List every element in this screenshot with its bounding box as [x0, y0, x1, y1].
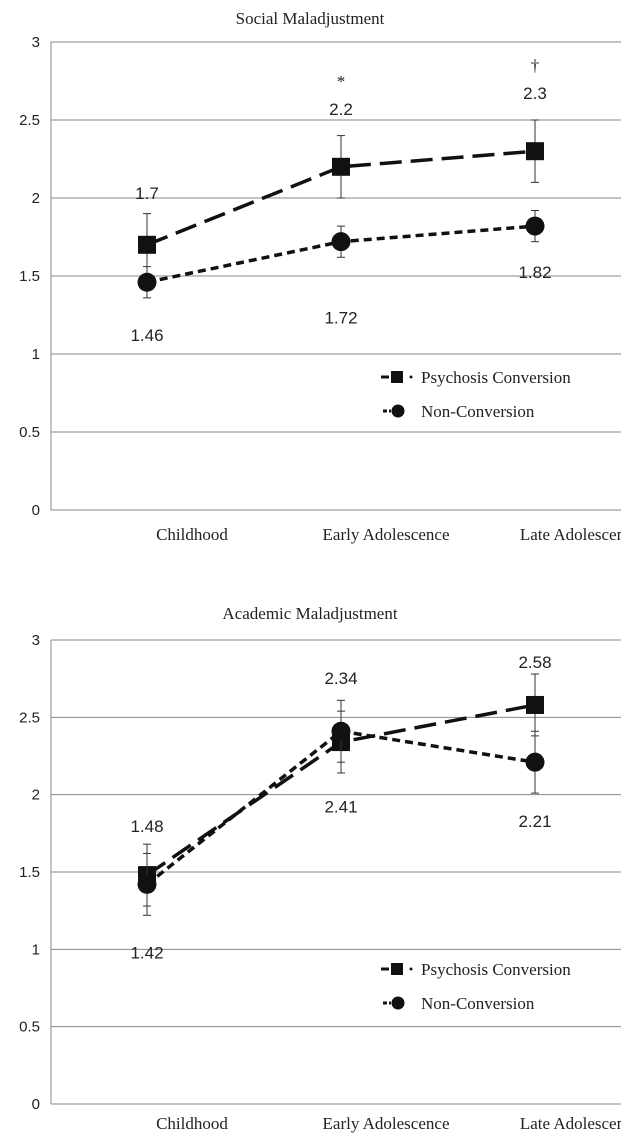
data-label: 2.21 — [518, 812, 551, 831]
data-point-square — [526, 142, 544, 161]
y-tick-label: 1.5 — [19, 864, 40, 881]
data-point-circle — [137, 272, 157, 292]
x-category-label: Late Adolescence — [520, 525, 621, 544]
y-tick-label: 3 — [32, 34, 40, 51]
data-point-circle — [525, 216, 545, 236]
x-category-label: Childhood — [156, 1114, 228, 1133]
y-tick-label: 1 — [32, 346, 40, 363]
data-label: 2.58 — [518, 653, 551, 672]
legend-label: Non-Conversion — [421, 402, 535, 421]
social-maladjustment-chart: Social Maladjustment 0 0.5 1 1.5 2 2.5 3 Childho… — [0, 0, 621, 560]
academic-maladjustment-plot: Academic Maladjustment 0 0.5 1 1.5 2 2.5 3 Child… — [19, 604, 621, 1133]
legend-marker-square — [391, 963, 403, 975]
legend-marker-circle — [391, 404, 405, 418]
x-category-label: Early Adolescence — [323, 525, 450, 544]
chart-title: Academic Maladjustment — [222, 604, 397, 623]
x-category-label: Late Adolescence — [520, 1114, 621, 1133]
data-label: 2.41 — [324, 797, 357, 816]
data-point-circle — [331, 232, 351, 252]
significance-marker: † — [531, 56, 540, 75]
x-category-label: Childhood — [156, 525, 228, 544]
y-tick-label: 0.5 — [19, 1019, 40, 1036]
y-tick-label: 0 — [32, 1096, 40, 1113]
data-label: 1.42 — [130, 943, 163, 962]
legend-dot — [409, 375, 413, 379]
y-tick-label: 2.5 — [19, 112, 40, 129]
data-label: 2.3 — [523, 84, 547, 103]
social-maladjustment-plot: Social Maladjustment 0 0.5 1 1.5 2 2.5 3 Childho… — [19, 9, 621, 544]
chart-title: Social Maladjustment — [236, 9, 385, 28]
legend-label: Non-Conversion — [421, 994, 535, 1013]
data-point-square — [138, 235, 156, 254]
data-label: 2.34 — [324, 669, 357, 688]
y-tick-label: 2.5 — [19, 709, 40, 726]
legend-marker-square — [391, 371, 403, 383]
y-tick-label: 1.5 — [19, 268, 40, 285]
data-label: 2.2 — [329, 100, 353, 119]
data-point-circle — [331, 721, 351, 741]
legend-marker-circle — [391, 996, 405, 1010]
y-tick-label: 0 — [32, 502, 40, 519]
x-category-label: Early Adolescence — [323, 1114, 450, 1133]
data-label: 1.72 — [324, 309, 357, 328]
y-tick-label: 2 — [32, 190, 40, 207]
data-point-square — [332, 157, 350, 176]
y-tick-label: 2 — [32, 787, 40, 804]
data-label: 1.46 — [130, 326, 163, 345]
data-point-square — [526, 695, 544, 714]
data-label: 1.7 — [135, 184, 159, 203]
data-label: 1.48 — [130, 817, 163, 836]
academic-maladjustment-chart: Academic Maladjustment 0 0.5 1 1.5 2 2.5 3 Child… — [0, 588, 621, 1148]
y-tick-label: 3 — [32, 632, 40, 649]
y-tick-label: 1 — [32, 941, 40, 958]
y-tick-label: 0.5 — [19, 424, 40, 441]
legend-dot — [409, 967, 413, 971]
series-line-psychosis-conversion — [146, 149, 536, 247]
legend-label: Psychosis Conversion — [421, 368, 571, 387]
legend-label: Psychosis Conversion — [421, 960, 571, 979]
significance-marker: * — [337, 72, 346, 91]
data-point-circle — [525, 752, 545, 772]
data-label: 1.82 — [518, 263, 551, 282]
data-point-circle — [137, 874, 157, 894]
